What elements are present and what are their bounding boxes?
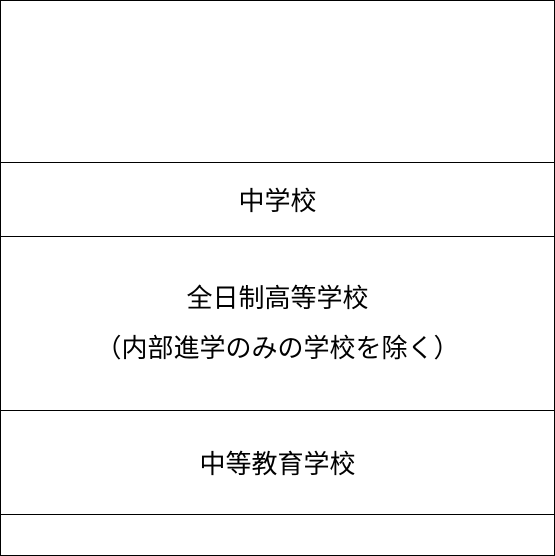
cell-text-multiline: 全日制高等学校 （内部進学のみの学校を除く） [11, 274, 544, 373]
school-type-table: 中学校 全日制高等学校 （内部進学のみの学校を除く） 中等教育学校 [0, 0, 555, 556]
cell-text: 中等教育学校 [199, 449, 355, 479]
cell-line-2: （内部進学のみの学校を除く） [11, 324, 544, 373]
cell-bottom [1, 515, 555, 556]
table-row: 全日制高等学校 （内部進学のみの学校を除く） [1, 237, 555, 411]
table-row: 中等教育学校 [1, 411, 555, 515]
cell-line-1: 全日制高等学校 [11, 274, 544, 323]
cell-text: 中学校 [238, 186, 316, 216]
table-row [1, 1, 555, 163]
table-row [1, 515, 555, 556]
cell-secondary-education: 中等教育学校 [1, 411, 555, 515]
cell-empty-top [1, 1, 555, 163]
table-row: 中学校 [1, 163, 555, 237]
cell-junior-high: 中学校 [1, 163, 555, 237]
cell-fulltime-high: 全日制高等学校 （内部進学のみの学校を除く） [1, 237, 555, 411]
